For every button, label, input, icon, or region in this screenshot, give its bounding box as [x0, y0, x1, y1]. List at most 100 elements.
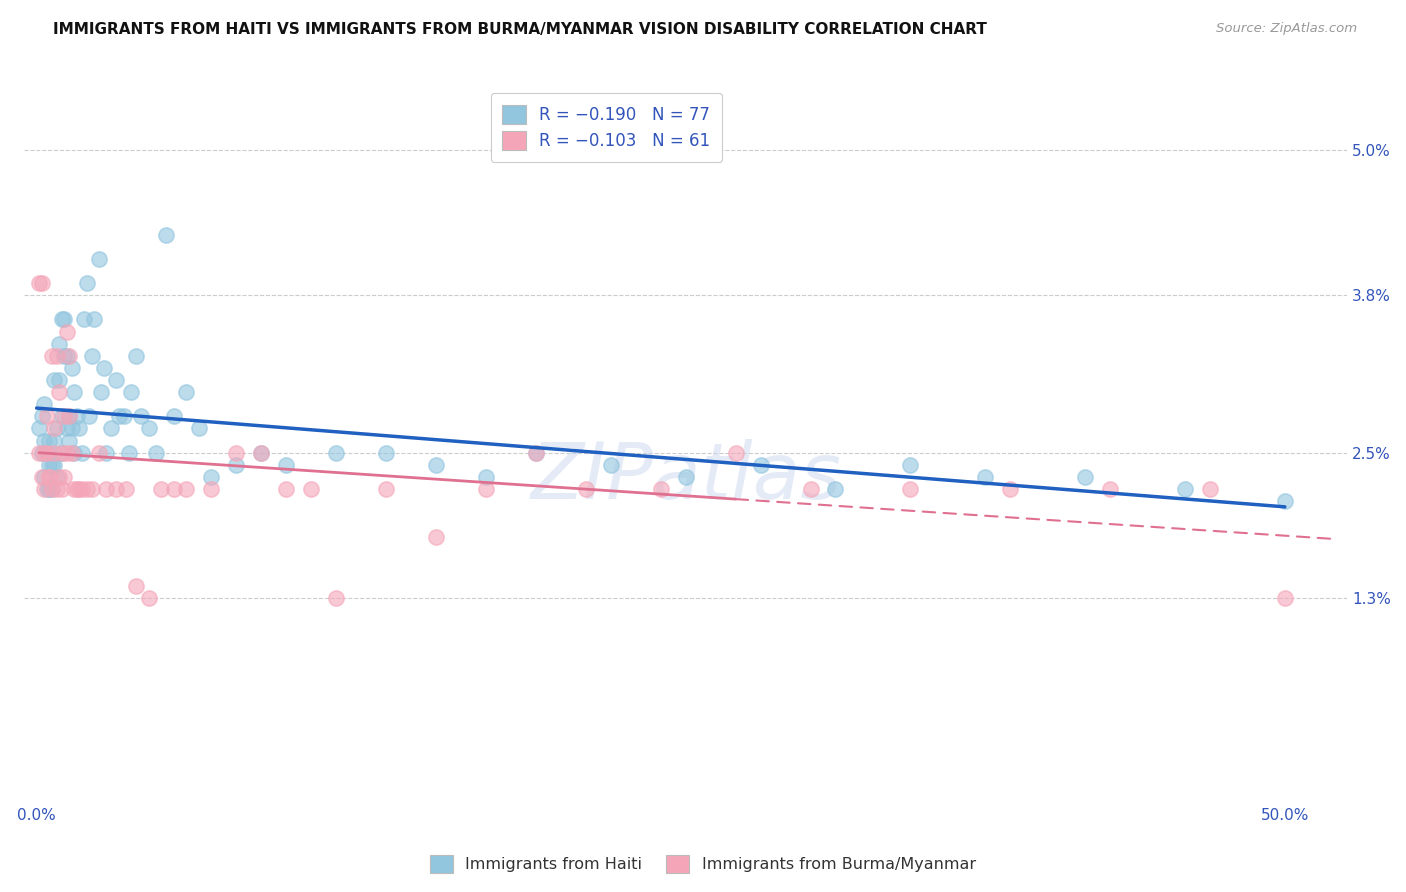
Point	[650, 482, 672, 496]
Point	[724, 445, 747, 459]
Point	[65, 409, 87, 424]
Point	[105, 482, 128, 496]
Point	[96, 482, 118, 496]
Point	[799, 482, 821, 496]
Point	[118, 445, 141, 459]
Point	[31, 445, 53, 459]
Point	[48, 470, 70, 484]
Point	[120, 385, 142, 400]
Point	[898, 458, 921, 472]
Point	[48, 373, 70, 387]
Point	[524, 445, 547, 459]
Point	[42, 373, 65, 387]
Legend: R = −0.190   N = 77, R = −0.103   N = 61: R = −0.190 N = 77, R = −0.103 N = 61	[491, 93, 721, 161]
Point	[475, 470, 498, 484]
Point	[125, 349, 148, 363]
Point	[45, 421, 67, 435]
Point	[200, 482, 222, 496]
Point	[42, 458, 65, 472]
Point	[32, 445, 55, 459]
Point	[31, 470, 53, 484]
Point	[1274, 591, 1296, 605]
Point	[55, 349, 77, 363]
Point	[96, 445, 118, 459]
Point	[70, 482, 93, 496]
Point	[53, 312, 76, 326]
Point	[125, 579, 148, 593]
Point	[675, 470, 697, 484]
Point	[77, 409, 100, 424]
Point	[90, 385, 112, 400]
Point	[524, 445, 547, 459]
Point	[375, 482, 398, 496]
Text: ZIPatlas: ZIPatlas	[530, 439, 841, 515]
Point	[276, 458, 298, 472]
Legend: Immigrants from Haiti, Immigrants from Burma/Myanmar: Immigrants from Haiti, Immigrants from B…	[425, 848, 981, 880]
Point	[38, 434, 60, 448]
Point	[41, 482, 63, 496]
Point	[41, 458, 63, 472]
Point	[80, 482, 103, 496]
Point	[138, 591, 160, 605]
Point	[63, 482, 86, 496]
Point	[60, 360, 83, 375]
Point	[87, 252, 110, 266]
Point	[35, 445, 58, 459]
Point	[60, 445, 83, 459]
Text: Source: ZipAtlas.com: Source: ZipAtlas.com	[1216, 22, 1357, 36]
Point	[55, 325, 77, 339]
Point	[898, 482, 921, 496]
Point	[53, 349, 76, 363]
Point	[100, 421, 122, 435]
Point	[60, 421, 83, 435]
Point	[425, 530, 447, 544]
Point	[35, 445, 58, 459]
Point	[325, 445, 347, 459]
Point	[42, 434, 65, 448]
Point	[70, 445, 93, 459]
Point	[87, 445, 110, 459]
Point	[575, 482, 598, 496]
Point	[176, 385, 198, 400]
Point	[31, 276, 53, 290]
Point	[58, 434, 80, 448]
Point	[48, 385, 70, 400]
Point	[276, 482, 298, 496]
Point	[425, 458, 447, 472]
Point	[250, 445, 273, 459]
Point	[375, 445, 398, 459]
Point	[32, 470, 55, 484]
Point	[51, 312, 73, 326]
Point	[51, 445, 73, 459]
Point	[41, 349, 63, 363]
Text: IMMIGRANTS FROM HAITI VS IMMIGRANTS FROM BURMA/MYANMAR VISION DISABILITY CORRELA: IMMIGRANTS FROM HAITI VS IMMIGRANTS FROM…	[53, 22, 987, 37]
Point	[1174, 482, 1197, 496]
Point	[1000, 482, 1022, 496]
Point	[42, 421, 65, 435]
Point	[45, 349, 67, 363]
Point	[45, 470, 67, 484]
Point	[105, 373, 128, 387]
Point	[38, 458, 60, 472]
Point	[299, 482, 322, 496]
Point	[200, 470, 222, 484]
Point	[28, 276, 51, 290]
Point	[51, 409, 73, 424]
Point	[1074, 470, 1097, 484]
Point	[63, 445, 86, 459]
Point	[53, 409, 76, 424]
Point	[138, 421, 160, 435]
Point	[76, 482, 98, 496]
Point	[599, 458, 621, 472]
Point	[38, 482, 60, 496]
Point	[58, 409, 80, 424]
Point	[28, 421, 51, 435]
Point	[53, 470, 76, 484]
Point	[73, 312, 96, 326]
Point	[163, 482, 186, 496]
Point	[42, 445, 65, 459]
Point	[35, 482, 58, 496]
Point	[83, 312, 105, 326]
Point	[187, 421, 209, 435]
Point	[1099, 482, 1122, 496]
